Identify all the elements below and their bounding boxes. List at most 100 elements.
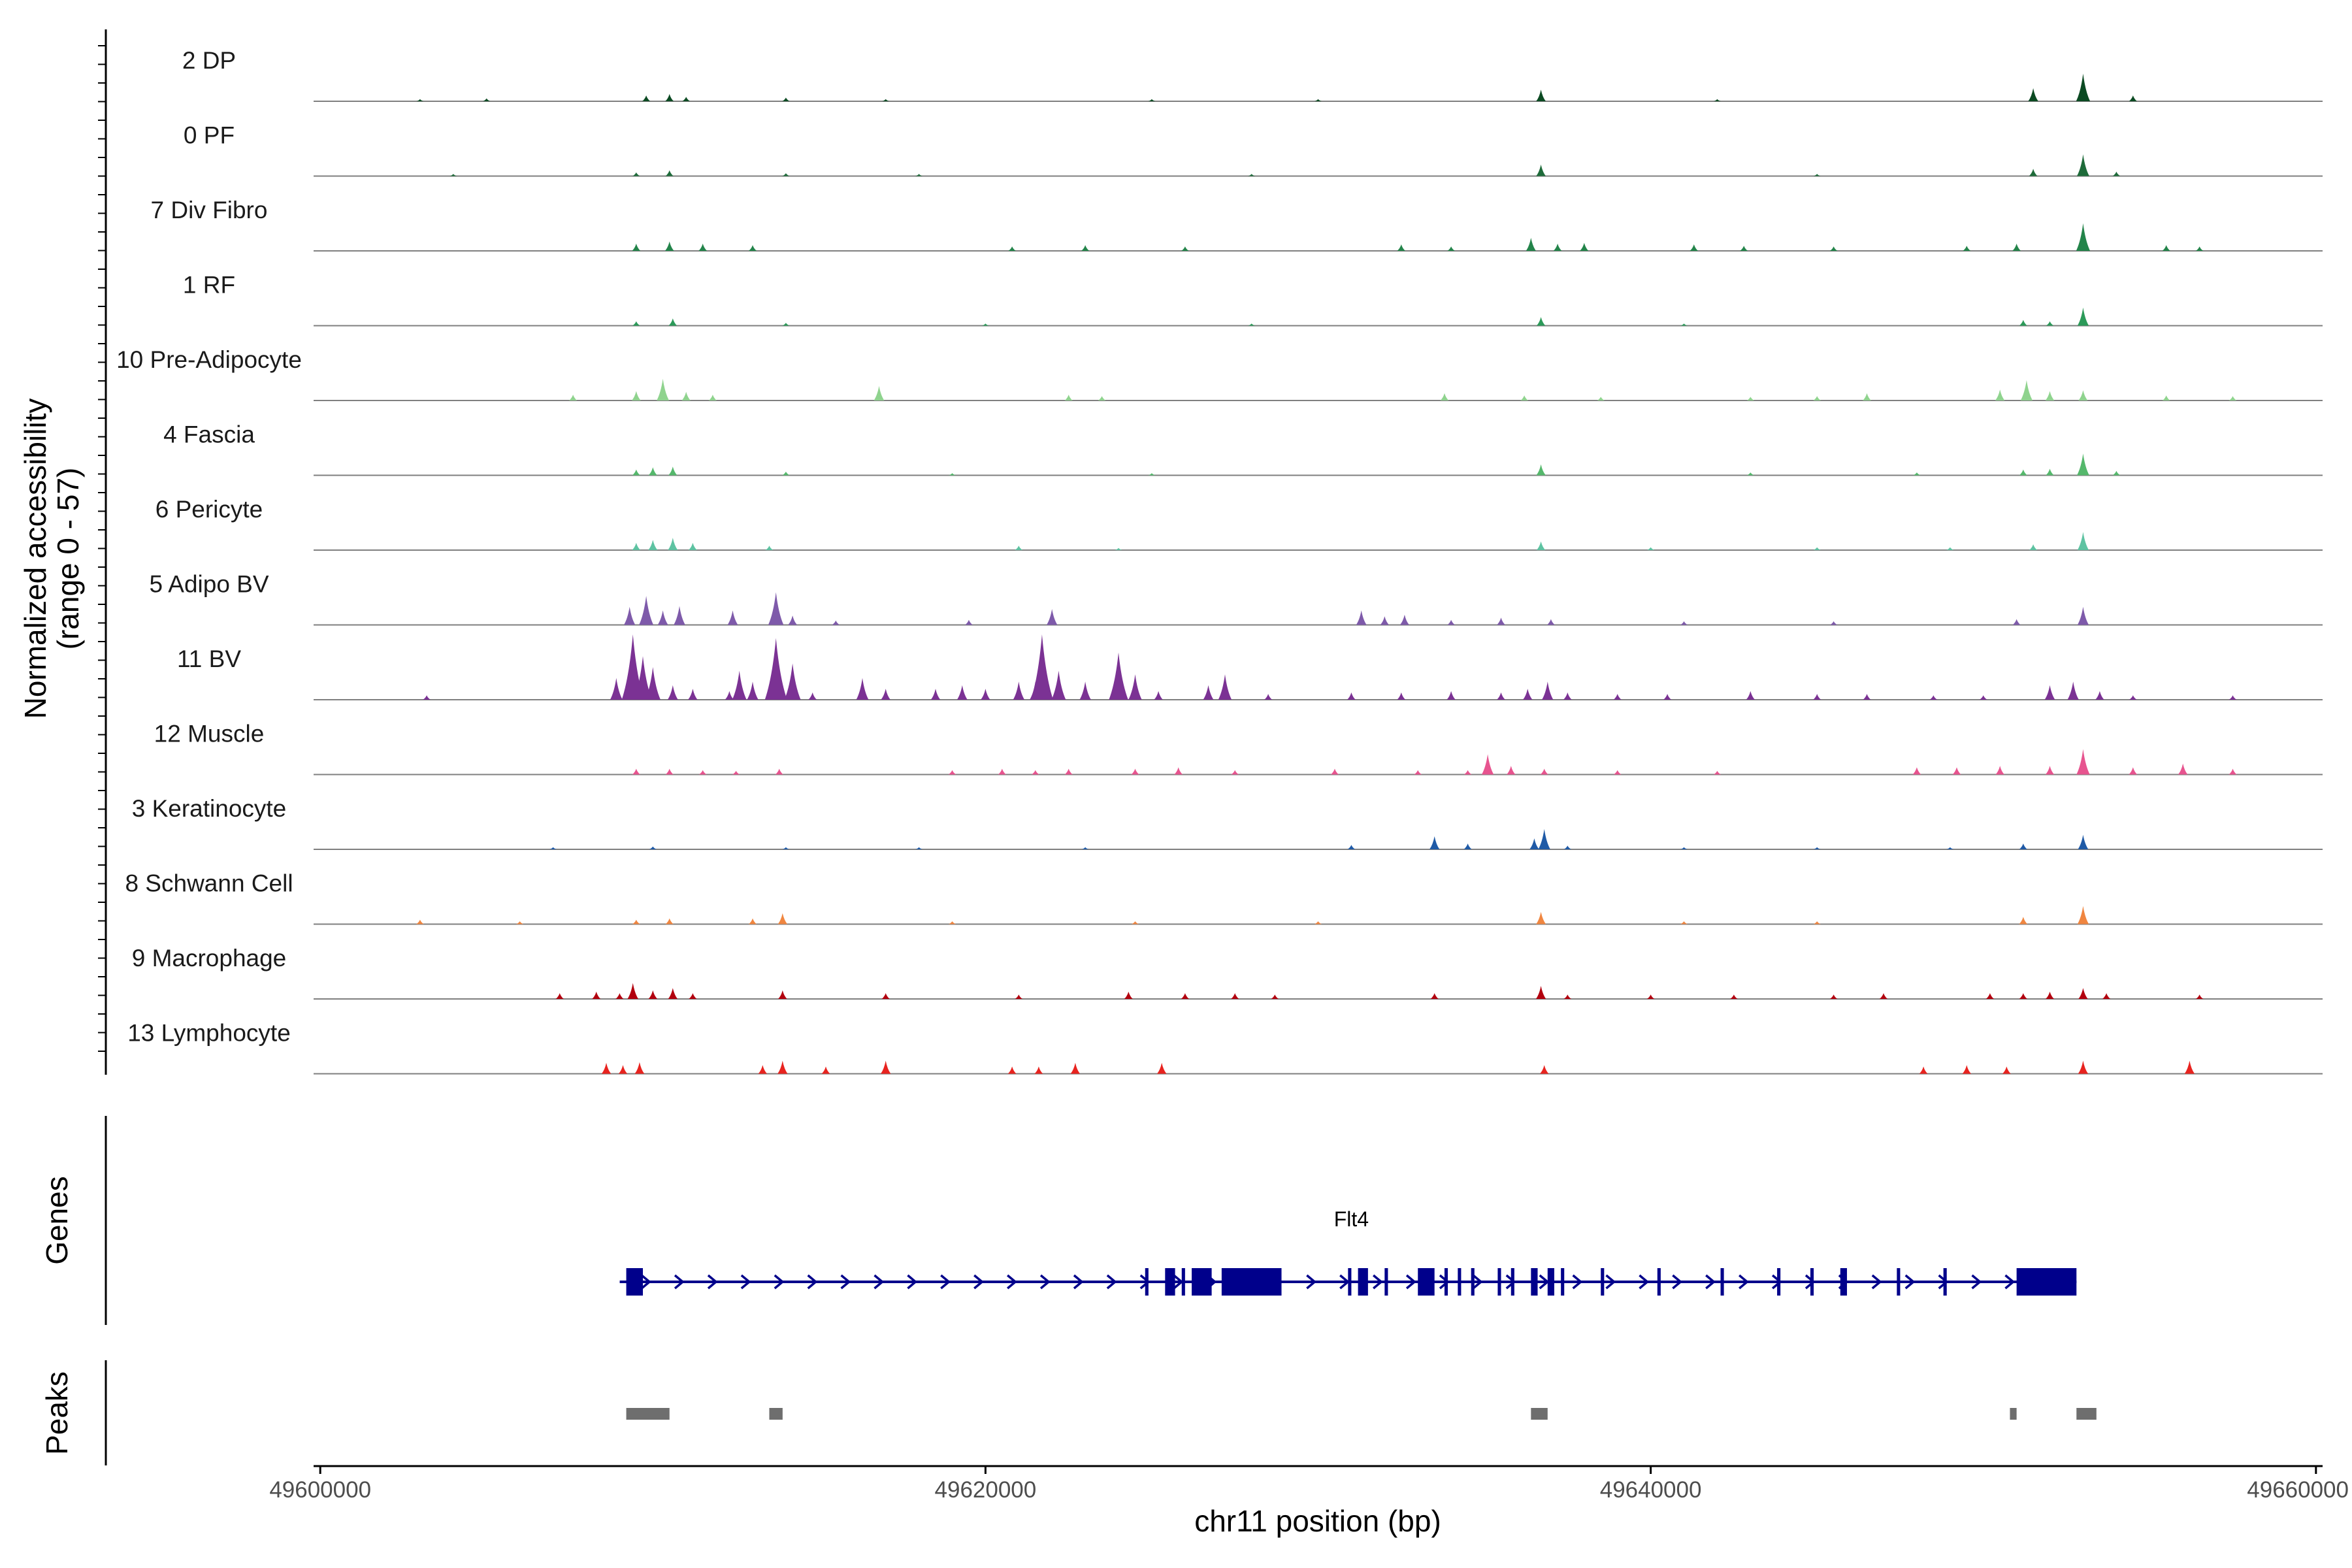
accessibility-peak: [632, 172, 640, 176]
accessibility-peak: [1979, 695, 1987, 700]
track-label-7: 6 Pericyte: [155, 496, 263, 523]
accessibility-peak: [2129, 767, 2138, 775]
accessibility-peak: [1446, 691, 1456, 700]
accessibility-peak: [782, 173, 790, 176]
strand-arrow: [1871, 1274, 1882, 1290]
strand-arrow: [1572, 1274, 1583, 1290]
gene-exon: [1418, 1268, 1435, 1296]
accessibility-peak: [1109, 652, 1128, 700]
accessibility-peak: [592, 991, 601, 999]
accessibility-peak: [665, 768, 674, 775]
accessibility-peak: [1128, 674, 1142, 700]
accessibility-peak: [1497, 692, 1505, 700]
accessibility-peak: [2020, 380, 2033, 400]
accessibility-peak: [668, 318, 678, 326]
gene-exon: [1561, 1268, 1565, 1296]
coverage-tracks: 2 DP 0 PF 7 Div Fibro 1 RF 10 Pre-Adipocyte 4…: [116, 47, 2323, 1075]
accessibility-peak: [1536, 541, 1546, 550]
accessibility-peak: [2129, 695, 2137, 700]
accessibility-peak: [632, 768, 640, 775]
accessibility-peak: [1546, 619, 1556, 625]
accessibility-peak: [648, 540, 658, 550]
accessibility-peak: [1081, 847, 1089, 849]
accessibility-peak: [1231, 993, 1239, 999]
accessibility-peak: [708, 395, 717, 400]
accessibility-peak: [998, 768, 1006, 775]
accessibility-peak: [782, 847, 790, 849]
accessibility-peak: [668, 988, 678, 999]
accessibility-peak: [1231, 770, 1239, 775]
accessibility-peak: [634, 656, 652, 700]
accessibility-peak: [2045, 391, 2055, 400]
accessibility-peak: [881, 689, 890, 700]
accessibility-peak: [1131, 768, 1139, 775]
accessibility-peak: [1507, 766, 1516, 775]
accessibility-peak: [1051, 670, 1066, 700]
accessibility-peak: [1148, 473, 1156, 476]
accessibility-peak: [930, 689, 941, 700]
accessibility-peak: [1663, 694, 1672, 700]
accessibility-peak: [1463, 770, 1472, 775]
accessibility-peak: [764, 638, 787, 700]
accessibility-peak: [1597, 397, 1605, 400]
accessibility-peak: [2019, 469, 2027, 476]
strand-arrow: [707, 1274, 718, 1290]
accessibility-peak: [2077, 307, 2089, 326]
gene-exon: [1511, 1268, 1514, 1296]
accessibility-peak: [1356, 610, 1367, 625]
accessibility-peak: [1115, 547, 1122, 550]
strand-arrow: [2004, 1274, 2016, 1290]
accessibility-peak: [1613, 694, 1622, 700]
accessibility-peak: [732, 670, 747, 700]
accessibility-peak: [1157, 1062, 1167, 1074]
accessibility-peak: [1081, 245, 1090, 251]
accessibility-peak: [2012, 243, 2021, 251]
strand-arrow: [807, 1274, 818, 1290]
gene-exon: [1145, 1268, 1149, 1296]
accessibility-peak: [483, 98, 491, 101]
accessibility-peak: [778, 990, 787, 999]
accessibility-peak: [1912, 767, 1921, 775]
accessibility-peak: [2078, 1060, 2089, 1074]
peak-region: [626, 1408, 670, 1420]
accessibility-peak: [610, 678, 623, 700]
accessibility-peak: [632, 243, 641, 251]
accessibility-peak: [2019, 843, 2027, 849]
accessibility-peak: [642, 95, 651, 101]
gene-exon: [1221, 1268, 1282, 1296]
strand-arrow: [1605, 1274, 1616, 1290]
accessibility-peak: [949, 473, 956, 476]
accessibility-peak: [2078, 988, 2088, 999]
accessibility-peak: [688, 542, 697, 550]
accessibility-peak: [657, 610, 668, 625]
gene-exon: [1348, 1268, 1352, 1296]
accessibility-peak: [667, 685, 678, 700]
accessibility-peak: [775, 768, 783, 775]
accessibility-peak: [657, 378, 670, 400]
accessibility-peak: [1536, 90, 1546, 101]
track-label-11: 3 Keratinocyte: [132, 795, 287, 822]
strand-arrow: [1539, 1274, 1550, 1290]
accessibility-peak: [1181, 993, 1190, 999]
accessibility-peak: [2019, 917, 2028, 924]
accessibility-peak: [832, 620, 840, 625]
accessibility-peak: [623, 606, 636, 625]
strand-arrow: [674, 1274, 685, 1290]
accessibility-peak: [1813, 694, 1821, 700]
gene-exon: [1471, 1268, 1475, 1296]
accessibility-peak: [2229, 695, 2237, 700]
accessibility-peak: [748, 245, 757, 251]
accessibility-peak: [1271, 994, 1279, 999]
accessibility-peak: [2046, 321, 2054, 326]
strand-arrow: [1971, 1274, 1982, 1290]
x-tick-label: 49640000: [1600, 1477, 1702, 1503]
accessibility-peak: [2019, 319, 2027, 326]
x-axis-ticks: 49600000 49620000 49640000 49660000: [269, 1466, 2349, 1503]
accessibility-peak: [2029, 169, 2038, 176]
accessibility-peak: [632, 542, 641, 550]
strand-arrow: [907, 1274, 918, 1290]
strand-arrow: [1173, 1274, 1184, 1290]
accessibility-peak: [1613, 770, 1622, 775]
accessibility-peak: [1430, 993, 1439, 999]
accessibility-peak: [1098, 396, 1106, 400]
